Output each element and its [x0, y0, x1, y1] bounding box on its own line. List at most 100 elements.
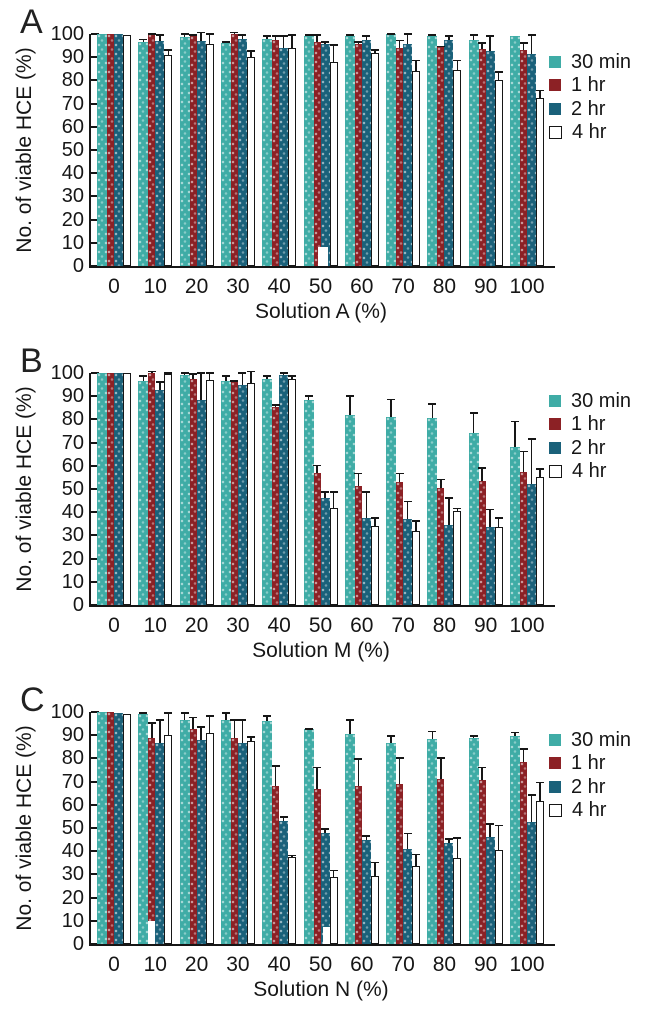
y-tick-mark — [91, 557, 99, 560]
bar-1hr-50 — [313, 788, 321, 944]
error-bar — [448, 838, 450, 844]
error-bar-cap — [279, 371, 288, 374]
error-bar-cap — [527, 794, 536, 797]
bar-1hr-10 — [148, 737, 156, 944]
legend: 30 min 1 hr 2 hr 4 hr — [549, 50, 631, 144]
bar-2hr-100 — [527, 822, 536, 944]
error-bar-cap — [428, 730, 437, 733]
bar-4hr-30 — [246, 383, 255, 605]
y-tick-label: 30 — [61, 863, 84, 886]
error-bar — [192, 373, 194, 379]
error-bar-cap — [403, 500, 412, 503]
bar-30min-60 — [344, 36, 355, 266]
error-bar-cap — [180, 371, 189, 374]
error-bar-cap — [246, 736, 255, 739]
bar-30min-50 — [303, 36, 314, 266]
y-tick-mark — [91, 827, 99, 829]
y-tick-mark — [91, 896, 99, 899]
error-bar-cap — [527, 34, 536, 36]
error-bar — [481, 42, 483, 50]
x-tick-label: 80 — [432, 953, 457, 976]
bar-4hr-90 — [494, 80, 503, 266]
legend-label: 1 hr — [571, 752, 606, 774]
y-tick-mark — [91, 780, 99, 783]
error-bar-cap — [436, 757, 445, 759]
error-bar — [497, 516, 500, 528]
bar-2hr-70 — [403, 848, 413, 944]
error-bar — [208, 32, 211, 45]
x-tick-label: 10 — [143, 614, 167, 637]
bar-4hr-10 — [164, 735, 173, 944]
y-tick-label: 10 — [61, 909, 84, 932]
error-bar — [324, 491, 326, 499]
error-bar — [497, 824, 500, 851]
legend-item: 30 min — [549, 50, 631, 73]
bar-1hr-40 — [272, 39, 280, 266]
x-tick-label: 50 — [308, 275, 333, 298]
bar-1hr-100 — [520, 471, 527, 605]
legend-swatch-30min-icon — [549, 733, 561, 746]
error-bar-cap — [246, 370, 255, 373]
x-tick-label: 10 — [143, 953, 167, 976]
error-bar-cap — [494, 71, 503, 73]
bar-30min-30 — [220, 720, 231, 944]
error-bar-cap — [354, 472, 363, 475]
error-bar — [208, 371, 211, 380]
bar-30min-40 — [262, 378, 273, 605]
bar-30min-90 — [468, 737, 479, 944]
bar-4hr-40 — [288, 47, 297, 266]
legend-swatch-2hr-icon — [549, 441, 561, 454]
x-tick-label: 70 — [391, 275, 415, 298]
error-bar-cap — [164, 712, 173, 714]
error-bar — [365, 491, 368, 518]
error-bar-cap — [189, 34, 198, 36]
error-bar-cap — [197, 31, 206, 34]
error-bar — [332, 44, 335, 62]
error-bar-cap — [428, 403, 437, 405]
error-bar — [183, 32, 186, 38]
bar-1hr-90 — [478, 780, 486, 944]
error-bar-cap — [494, 824, 503, 827]
bar-30min-90 — [468, 39, 479, 266]
error-bar-cap — [469, 34, 478, 36]
y-tick-label: 40 — [61, 162, 84, 185]
error-bar-cap — [511, 731, 519, 734]
y-tick-mark — [91, 803, 99, 806]
bar-2hr-50 — [320, 498, 330, 605]
bar-2hr-10 — [155, 743, 165, 944]
error-bar-cap — [519, 450, 528, 453]
bar-2hr-20 — [196, 399, 206, 605]
bar-1hr-50 — [313, 42, 321, 266]
error-bar — [390, 735, 392, 744]
x-tick-label: 40 — [267, 953, 291, 976]
legend-label: 1 hr — [571, 413, 606, 435]
error-bar-cap — [221, 712, 230, 714]
error-bar — [374, 861, 376, 876]
y-tick-label: 0 — [72, 255, 84, 277]
error-bar — [266, 375, 268, 379]
error-bar-cap — [412, 520, 421, 522]
bar-4hr-100 — [536, 801, 544, 944]
legend-item: 4 hr — [549, 121, 631, 144]
y-tick-label: 0 — [72, 933, 84, 955]
error-bar-cap — [403, 32, 412, 35]
error-bar-cap — [345, 34, 354, 36]
bar-2hr-60 — [361, 839, 371, 944]
bar-1hr-30 — [230, 737, 238, 944]
error-bar — [440, 757, 442, 780]
bar-30min-70 — [386, 34, 397, 266]
chart-panel: A No. of viable HCE (%) 0 10 20 30 40 50 60 70 8… — [0, 0, 670, 339]
error-bar-cap — [197, 371, 206, 374]
error-bar-cap — [155, 381, 164, 383]
error-bar — [539, 781, 541, 802]
x-tick-label: 0 — [108, 953, 120, 976]
error-bar-cap — [436, 45, 445, 48]
y-tick-label: 60 — [61, 115, 84, 138]
error-bar-cap — [511, 420, 519, 423]
bar-4hr-20 — [205, 732, 214, 944]
x-tick-label: 80 — [432, 275, 457, 298]
y-tick-label: 20 — [61, 547, 84, 570]
bar-30min-10 — [138, 714, 149, 944]
bar-1hr-10 — [148, 373, 156, 605]
y-tick-mark — [91, 711, 99, 714]
